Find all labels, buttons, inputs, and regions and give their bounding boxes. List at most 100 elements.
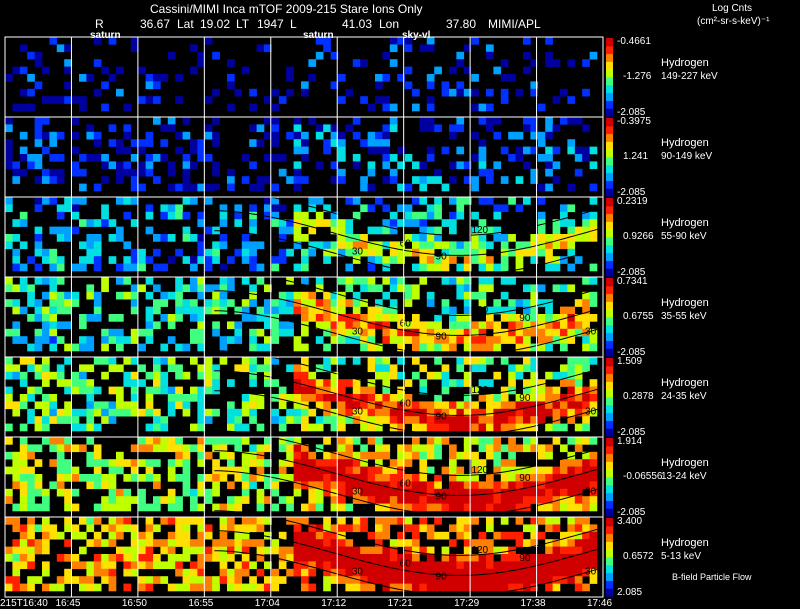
heatmap-cell [345,124,354,133]
heatmap-cell [412,284,420,293]
heatmap-cell [589,576,598,584]
heatmap-cell [79,263,87,272]
heatmap-cell [56,226,65,235]
heatmap-cell [138,437,146,445]
heatmap-cell [441,328,450,337]
heatmap-cell [589,211,598,220]
heatmap-cell [500,256,509,264]
heatmap-cell [271,503,280,512]
heatmap-cell [93,503,102,512]
heatmap-cell [19,554,28,562]
heatmap-cell [537,517,546,525]
colorbar-segment [606,149,613,158]
heatmap-cell [397,314,405,322]
heatmap-cell [338,328,346,337]
heatmap-cell [567,416,576,424]
heatmap-cell [537,394,546,402]
heatmap-cell [389,496,398,504]
heatmap-cell [523,51,531,60]
heatmap-cell [49,401,58,410]
heatmap-cell [515,539,524,547]
heatmap-cell [219,474,228,482]
heatmap-cell [389,256,398,264]
heatmap-cell [463,371,472,380]
heatmap-cell [397,554,405,562]
heatmap-cell [278,168,287,177]
heatmap-cell [56,96,65,104]
heatmap-cell [574,371,583,380]
heatmap-cell [552,546,561,555]
heatmap-cell [389,539,398,547]
heatmap-cell [389,568,398,577]
heatmap-cell [197,488,206,497]
heatmap-cell [12,459,21,467]
heatmap-cell [441,183,450,192]
heatmap-cell [256,539,265,547]
heatmap-cell [330,379,339,387]
heatmap-cell [301,263,309,272]
heatmap-cell [175,131,183,140]
heatmap-cell [375,139,383,147]
heatmap-cell [500,263,509,272]
heatmap-cell [153,306,161,315]
heatmap-cell [493,306,502,315]
heatmap-cell [582,277,590,285]
heatmap-cell [515,263,524,272]
heatmap-cell [56,583,65,592]
heatmap-cell [545,423,553,432]
heatmap-cell [412,336,420,344]
heatmap-cell [404,517,413,525]
heatmap-cell [552,503,561,512]
heatmap-cell [19,503,28,512]
heatmap-cell [34,336,43,344]
heatmap-cell [456,568,465,577]
energy-range-label: 5-13 keV [661,551,702,562]
heatmap-cell [345,408,354,417]
heatmap-cell [175,211,183,220]
heatmap-cell [56,481,65,490]
heatmap-cell [486,408,494,417]
heatmap-cell [249,451,257,460]
heatmap-cell [552,226,561,235]
heatmap-cell [574,524,583,533]
heatmap-cell [86,568,95,577]
colorbar-segment [606,525,613,535]
contour-label: 120 [471,225,488,236]
heatmap-cell [493,131,502,140]
heatmap-cell [478,154,487,162]
heatmap-cell [301,394,309,402]
heatmap-cell [167,503,176,512]
heatmap-cell [182,154,191,162]
heatmap-cell [330,459,339,467]
heatmap-cell [367,546,376,555]
heatmap-cell [204,37,213,45]
heatmap-cell [449,197,457,205]
heatmap-cell [153,444,161,453]
heatmap-cell [93,583,102,592]
heatmap-cell [167,546,176,555]
heatmap-cell [278,226,287,235]
heatmap-cell [227,103,235,112]
heatmap-cell [286,364,294,373]
heatmap-cell [537,321,546,330]
heatmap-cell [426,576,435,584]
heatmap-cell [34,51,43,60]
heatmap-cell [456,51,465,60]
heatmap-cell [49,524,58,533]
heatmap-cell [160,437,169,445]
heatmap-cell [56,321,65,330]
heatmap-cell [130,408,139,417]
heatmap-cell [397,576,405,584]
contour-label: 60 [400,479,412,490]
heatmap-cell [545,154,553,162]
heatmap-cell [34,59,43,67]
heatmap-cell [42,394,50,402]
heatmap-cell [227,481,235,490]
heatmap-cell [382,517,391,525]
heatmap-cell [412,343,420,352]
heatmap-cell [537,211,546,220]
heatmap-cell [64,59,72,67]
heatmap-cell [345,568,354,577]
heatmap-cell [227,408,235,417]
heatmap-cell [338,321,346,330]
